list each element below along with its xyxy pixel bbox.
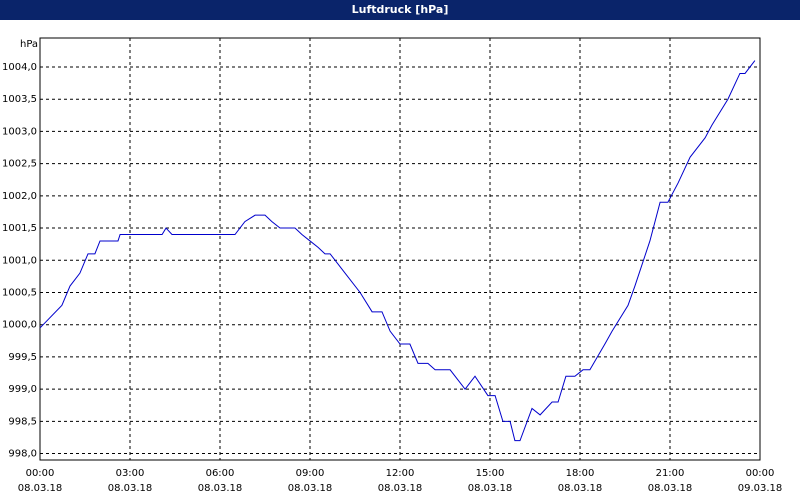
x-tick-label: 06:00	[206, 468, 235, 479]
x-tick-date: 08.03.18	[18, 483, 63, 494]
y-tick-label: 1002,0	[2, 191, 37, 202]
y-tick-label: 1003,0	[2, 126, 37, 137]
y-tick-label: 1002,5	[2, 159, 37, 170]
y-tick-label: 1001,5	[2, 223, 37, 234]
y-tick-label: 999,0	[8, 384, 37, 395]
x-tick-label: 18:00	[566, 468, 595, 479]
y-tick-label: 998,0	[8, 449, 37, 460]
chart-title: Luftdruck [hPa]	[352, 3, 449, 16]
x-tick-label: 12:00	[386, 468, 415, 479]
x-tick-date: 08.03.18	[468, 483, 513, 494]
y-tick-label: 1000,0	[2, 320, 37, 331]
y-tick-label: 998,5	[8, 416, 37, 427]
title-bar	[0, 0, 800, 20]
x-tick-date: 08.03.18	[378, 483, 423, 494]
y-axis-label: hPa	[20, 39, 38, 50]
y-tick-label: 1003,5	[2, 94, 37, 105]
x-tick-date: 09.03.18	[738, 483, 783, 494]
x-tick-date: 08.03.18	[288, 483, 333, 494]
y-tick-label: 1000,5	[2, 287, 37, 298]
x-tick-label: 00:00	[746, 468, 775, 479]
x-tick-label: 21:00	[656, 468, 685, 479]
x-tick-label: 15:00	[476, 468, 505, 479]
x-tick-date: 08.03.18	[558, 483, 603, 494]
y-tick-label: 999,5	[8, 352, 37, 363]
data-line	[39, 60, 756, 442]
y-tick-label: 1004,0	[2, 62, 37, 73]
x-tick-date: 08.03.18	[198, 483, 243, 494]
x-tick-date: 08.03.18	[648, 483, 693, 494]
x-tick-label: 03:00	[116, 468, 145, 479]
x-tick-label: 09:00	[296, 468, 325, 479]
x-tick-label: 00:00	[26, 468, 55, 479]
y-tick-label: 1001,0	[2, 255, 37, 266]
x-tick-date: 08.03.18	[108, 483, 153, 494]
